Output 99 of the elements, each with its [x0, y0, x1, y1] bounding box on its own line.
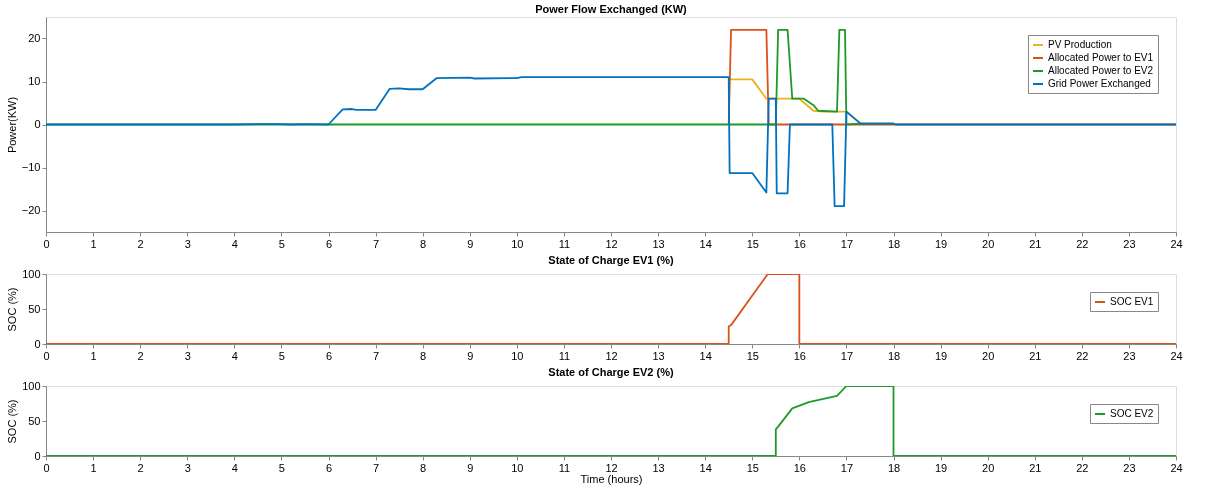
- x-tick-label: 21: [1029, 237, 1042, 250]
- x-tick-label: 9: [467, 461, 474, 474]
- y-tick-label: 50: [28, 302, 41, 315]
- x-tick-label: 7: [373, 349, 380, 362]
- x-tick-label: 24: [1170, 349, 1183, 362]
- x-tick-label: 20: [982, 237, 995, 250]
- legend-label: PV Production: [1048, 39, 1112, 50]
- x-tick-label: 14: [699, 461, 712, 474]
- x-tick-label: 0: [43, 349, 50, 362]
- x-tick-label: 19: [934, 461, 948, 474]
- x-tick-label: 12: [605, 237, 618, 250]
- x-tick-label: 3: [184, 349, 191, 362]
- x-tick-label: 22: [1076, 237, 1089, 250]
- x-tick-label: 1: [90, 349, 97, 362]
- y-axis-title: Power(KW): [5, 96, 18, 154]
- y-tick-label: 50: [28, 414, 41, 427]
- x-tick-label: 14: [699, 349, 712, 362]
- y-tick-label: 100: [22, 267, 41, 280]
- y-axis-title: SOC (%): [6, 399, 19, 444]
- x-tick-label: 12: [605, 349, 618, 362]
- x-tick-label: 10: [511, 461, 524, 474]
- x-tick-label: 4: [231, 461, 238, 474]
- x-tick-label: 23: [1123, 461, 1136, 474]
- x-tick-label: 14: [699, 237, 712, 250]
- x-tick-label: 22: [1076, 349, 1089, 362]
- x-tick-label: 23: [1123, 237, 1136, 250]
- x-tick-label: 21: [1029, 349, 1042, 362]
- x-tick-label: 11: [558, 461, 571, 474]
- legend-label: SOC EV1: [1110, 296, 1154, 307]
- legend-label: Allocated Power to EV1: [1048, 52, 1154, 63]
- x-tick-label: 18: [887, 237, 901, 250]
- x-tick-label: 13: [652, 461, 665, 474]
- x-tick-label: 10: [511, 349, 524, 362]
- x-tick-label: 13: [652, 237, 665, 250]
- x-axis-title: Time (hours): [580, 472, 643, 485]
- legend-label: SOC EV2: [1110, 408, 1154, 419]
- x-tick-label: 23: [1123, 349, 1136, 362]
- x-tick-label: 20: [982, 349, 995, 362]
- x-tick-label: 24: [1170, 237, 1183, 250]
- x-tick-label: 0: [43, 461, 50, 474]
- x-tick-label: 5: [278, 349, 285, 362]
- y-axis-title: SOC (%): [6, 287, 19, 332]
- x-tick-label: 12: [605, 461, 618, 474]
- legend-label: Grid Power Exchanged: [1048, 78, 1151, 89]
- y-tick-label: −10: [21, 161, 41, 173]
- x-tick-label: 16: [793, 461, 806, 474]
- y-tick-label: 0: [34, 337, 41, 350]
- chart-title: Power Flow Exchanged (KW): [535, 3, 688, 15]
- chart-title: State of Charge EV2 (%): [548, 366, 674, 378]
- x-tick-label: 3: [184, 237, 191, 250]
- x-tick-label: 1: [90, 237, 97, 250]
- x-tick-label: 19: [934, 237, 948, 250]
- x-tick-label: 5: [278, 237, 285, 250]
- x-tick-label: 4: [231, 237, 238, 250]
- y-tick-label: 100: [22, 379, 41, 392]
- x-tick-label: 6: [325, 237, 333, 250]
- x-tick-label: 7: [373, 461, 380, 474]
- x-tick-label: 1: [90, 461, 97, 474]
- x-tick-label: 8: [420, 237, 427, 250]
- x-tick-label: 0: [43, 237, 50, 250]
- x-tick-label: 9: [467, 237, 474, 250]
- x-tick-label: 13: [652, 349, 665, 362]
- x-tick-label: 15: [746, 349, 759, 362]
- x-tick-label: 17: [840, 349, 854, 362]
- x-tick-label: 2: [137, 349, 144, 362]
- x-tick-label: 15: [746, 237, 759, 250]
- x-tick-label: 8: [420, 349, 427, 362]
- x-tick-label: 11: [558, 237, 571, 250]
- y-tick-label: 10: [28, 75, 41, 87]
- x-tick-label: 11: [558, 349, 571, 362]
- x-tick-label: 16: [793, 349, 806, 362]
- x-tick-label: 3: [184, 461, 191, 474]
- x-tick-label: 18: [887, 349, 901, 362]
- x-tick-label: 6: [325, 461, 333, 474]
- y-tick-label: 20: [28, 32, 41, 44]
- x-tick-label: 17: [840, 461, 854, 474]
- y-tick-label: 0: [34, 449, 41, 462]
- x-tick-label: 15: [746, 461, 759, 474]
- x-tick-label: 21: [1029, 461, 1042, 474]
- x-tick-label: 10: [511, 237, 524, 250]
- x-tick-label: 22: [1076, 461, 1089, 474]
- x-tick-label: 9: [467, 349, 474, 362]
- x-tick-label: 18: [887, 461, 901, 474]
- x-tick-label: 5: [278, 461, 285, 474]
- y-tick-label: 0: [34, 118, 41, 130]
- x-tick-label: 7: [373, 237, 380, 250]
- x-tick-label: 4: [231, 349, 238, 362]
- legend-label: Allocated Power to EV2: [1048, 65, 1154, 76]
- x-tick-label: 2: [137, 237, 144, 250]
- x-tick-label: 19: [934, 349, 948, 362]
- x-tick-label: 17: [840, 237, 854, 250]
- chart-title: State of Charge EV1 (%): [548, 254, 674, 266]
- x-tick-label: 16: [793, 237, 806, 250]
- x-tick-label: 24: [1170, 461, 1183, 474]
- x-tick-label: 2: [137, 461, 144, 474]
- y-tick-label: −20: [21, 204, 41, 216]
- x-tick-label: 6: [325, 349, 333, 362]
- x-tick-label: 20: [982, 461, 995, 474]
- x-tick-label: 8: [420, 461, 427, 474]
